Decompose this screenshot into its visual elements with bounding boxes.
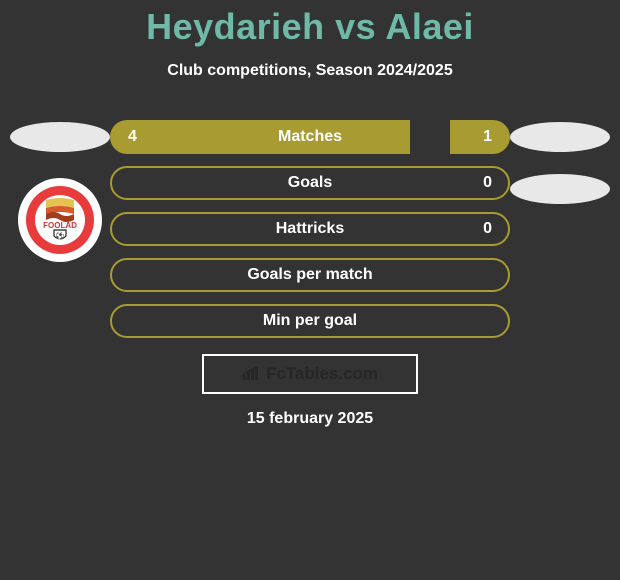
stat-label: Min per goal (110, 304, 510, 338)
stat-value-right: 1 (483, 120, 492, 154)
stat-value-right: 0 (483, 212, 492, 246)
stat-label: Hattricks (110, 212, 510, 246)
stat-row-goals: Goals 0 (110, 166, 510, 200)
club-badge-right-placeholder (510, 174, 610, 204)
club-badge-left: FOOLAD ⚽ (18, 178, 102, 262)
bar-chart-icon (242, 366, 262, 382)
stat-label: Goals (110, 166, 510, 200)
stat-row-goals-per-match: Goals per match (110, 258, 510, 292)
stat-value-right: 0 (483, 166, 492, 200)
page-subtitle: Club competitions, Season 2024/2025 (0, 62, 620, 80)
player-avatar-left-placeholder (10, 122, 110, 152)
stat-row-matches: 4 Matches 1 (110, 120, 510, 154)
header: Heydarieh vs Alaei Club competitions, Se… (0, 0, 620, 80)
stat-row-hattricks: Hattricks 0 (110, 212, 510, 246)
attribution-text: FcTables.com (266, 364, 378, 384)
attribution-badge[interactable]: FcTables.com (202, 354, 418, 394)
stat-row-min-per-goal: Min per goal (110, 304, 510, 338)
svg-text:FOOLAD: FOOLAD (43, 221, 77, 230)
comparison-date: 15 february 2025 (0, 410, 620, 428)
stat-bars: 4 Matches 1 Goals 0 Hattricks 0 Goals pe… (110, 120, 510, 350)
page-title: Heydarieh vs Alaei (0, 6, 620, 48)
stat-label: Matches (110, 120, 510, 154)
svg-text:⚽: ⚽ (55, 231, 65, 240)
foolad-crest-icon: FOOLAD ⚽ (24, 184, 96, 256)
player-avatar-right-placeholder (510, 122, 610, 152)
stat-label: Goals per match (110, 258, 510, 292)
